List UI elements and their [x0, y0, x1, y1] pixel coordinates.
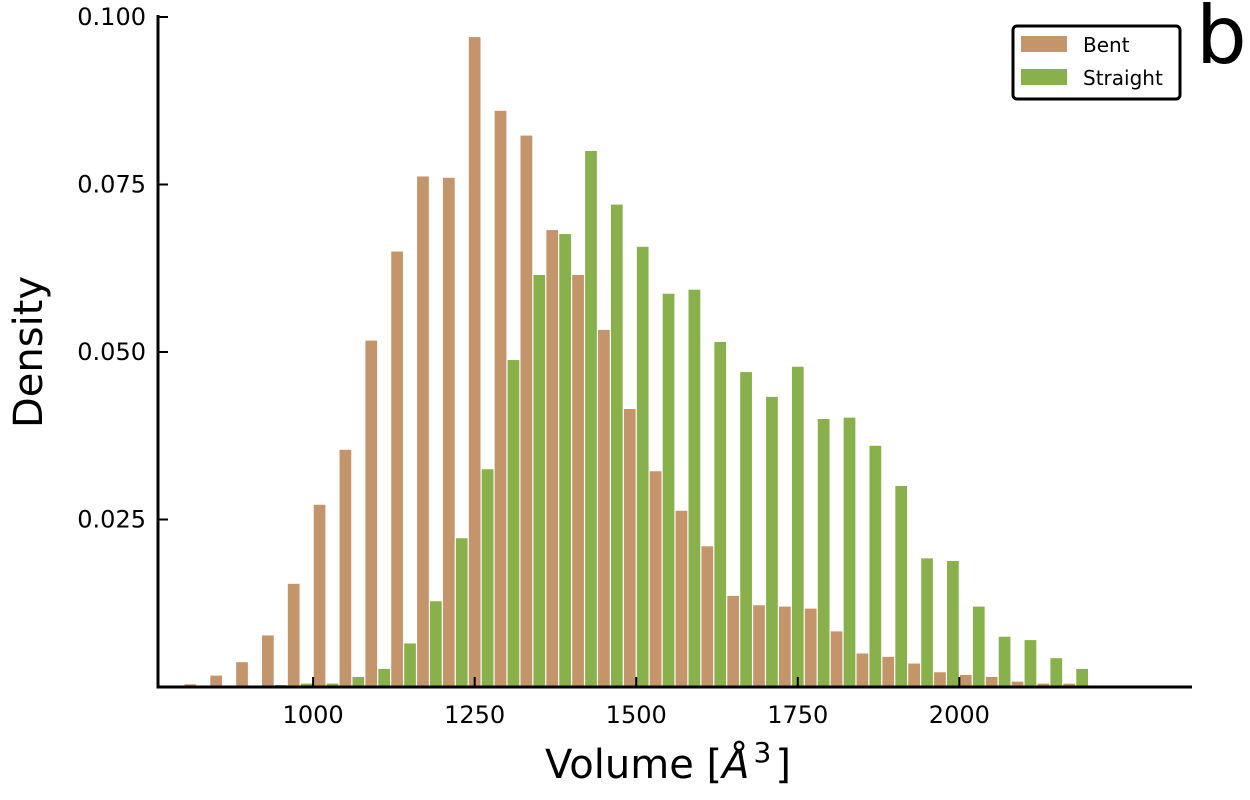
- bar-straight-1600: [714, 341, 727, 687]
- series-bent-bars: [184, 37, 1076, 688]
- bar-bent-1080: [365, 340, 378, 687]
- y-tick-label: 0.050: [77, 338, 146, 366]
- x-axis-title: Volume [Å 3]: [545, 736, 791, 788]
- bar-straight-1320: [533, 274, 546, 687]
- legend-swatch-bent: [1021, 36, 1067, 52]
- bar-bent-880: [236, 662, 248, 687]
- bar-bent-1840: [856, 653, 869, 687]
- y-tick-label: 0.100: [77, 3, 146, 31]
- bar-straight-1240: [481, 469, 494, 687]
- bar-bent-2120: [1037, 683, 1050, 687]
- bar-straight-2040: [998, 636, 1011, 687]
- y-tick-label: 0.025: [77, 506, 146, 534]
- x-axis-ticks: 1000 1250 1500 1750 2000: [283, 677, 990, 729]
- bar-straight-1800: [843, 417, 856, 687]
- bar-bent-1280: [494, 110, 507, 688]
- bar-bent-1000: [313, 504, 326, 687]
- bar-straight-1360: [559, 234, 571, 687]
- bar-straight-1080: [378, 668, 391, 687]
- x-axis-title-exponent: 3: [754, 736, 772, 769]
- bar-bent-1560: [675, 510, 688, 687]
- bar-bent-1920: [908, 663, 920, 687]
- bar-straight-960: [300, 683, 313, 687]
- bar-bent-1480: [623, 408, 636, 687]
- bar-straight-1960: [947, 561, 959, 687]
- bar-straight-1760: [817, 419, 830, 687]
- bar-bent-840: [210, 675, 223, 687]
- bar-bent-1160: [417, 176, 429, 687]
- bar-bent-1720: [779, 606, 791, 687]
- legend-label-straight: Straight: [1083, 66, 1163, 90]
- series-straight-bars: [274, 151, 1088, 687]
- bar-bent-1880: [882, 656, 895, 687]
- y-tick-label: 0.075: [77, 171, 146, 199]
- bar-straight-1000: [326, 683, 339, 687]
- bar-bent-1200: [442, 177, 455, 688]
- bar-straight-1480: [636, 246, 649, 687]
- bar-bent-1040: [339, 449, 352, 687]
- x-tick-label: 1250: [444, 701, 505, 729]
- bar-bent-1760: [804, 608, 817, 687]
- bar-straight-1040: [352, 676, 365, 687]
- x-tick-label: 1750: [767, 701, 828, 729]
- x-axis-title-symbol: Å: [719, 740, 749, 788]
- legend: Bent Straight: [1011, 24, 1182, 101]
- bar-straight-1160: [430, 601, 442, 687]
- bar-straight-1400: [585, 151, 597, 687]
- bar-straight-2000: [972, 606, 985, 687]
- bar-straight-1680: [766, 396, 778, 687]
- bar-bent-1400: [572, 274, 584, 687]
- bar-straight-1200: [455, 538, 468, 687]
- bar-straight-1120: [404, 643, 416, 687]
- x-tick-label: 2000: [929, 701, 990, 729]
- bar-bent-1640: [727, 595, 740, 687]
- x-axis-title-main: Volume [: [545, 742, 722, 788]
- bar-straight-1280: [507, 360, 520, 687]
- bar-straight-1880: [895, 486, 908, 687]
- bar-bent-1240: [468, 37, 481, 688]
- bar-bent-1800: [830, 631, 843, 687]
- bar-bent-1960: [934, 672, 946, 687]
- x-tick-label: 1000: [283, 701, 344, 729]
- bar-bent-1320: [520, 135, 533, 688]
- bar-straight-1920: [921, 558, 933, 687]
- bar-bent-1120: [391, 251, 403, 687]
- bar-straight-2120: [1050, 658, 1063, 687]
- y-axis-title: Density: [6, 276, 52, 428]
- x-axis-title-close: ]: [775, 742, 791, 788]
- y-axis-ticks: 0.025 0.050 0.075 0.100: [77, 3, 168, 688]
- legend-swatch-straight: [1021, 69, 1067, 85]
- legend-label-bent: Bent: [1083, 33, 1130, 57]
- bar-bent-1440: [598, 329, 610, 687]
- bar-bent-1520: [649, 471, 662, 687]
- x-tick-label: 1500: [606, 701, 667, 729]
- bar-bent-2080: [1011, 681, 1024, 687]
- bar-straight-1440: [610, 204, 623, 687]
- bar-bent-1600: [701, 546, 714, 687]
- bar-bent-2160: [1063, 683, 1076, 687]
- bar-bent-920: [262, 635, 274, 687]
- panel-label: b: [1196, 0, 1247, 82]
- bar-bent-2040: [985, 676, 998, 687]
- bar-straight-1720: [791, 366, 804, 687]
- bar-straight-2160: [1076, 668, 1088, 687]
- bar-bent-2000: [959, 674, 972, 687]
- bar-bent-1360: [546, 230, 559, 687]
- bar-straight-1560: [688, 289, 701, 687]
- bar-bent-1680: [753, 605, 765, 687]
- bar-straight-1640: [740, 372, 752, 687]
- bar-straight-1840: [869, 445, 882, 687]
- bar-straight-2080: [1024, 640, 1037, 687]
- bar-straight-1520: [662, 293, 675, 687]
- bar-bent-960: [287, 583, 300, 687]
